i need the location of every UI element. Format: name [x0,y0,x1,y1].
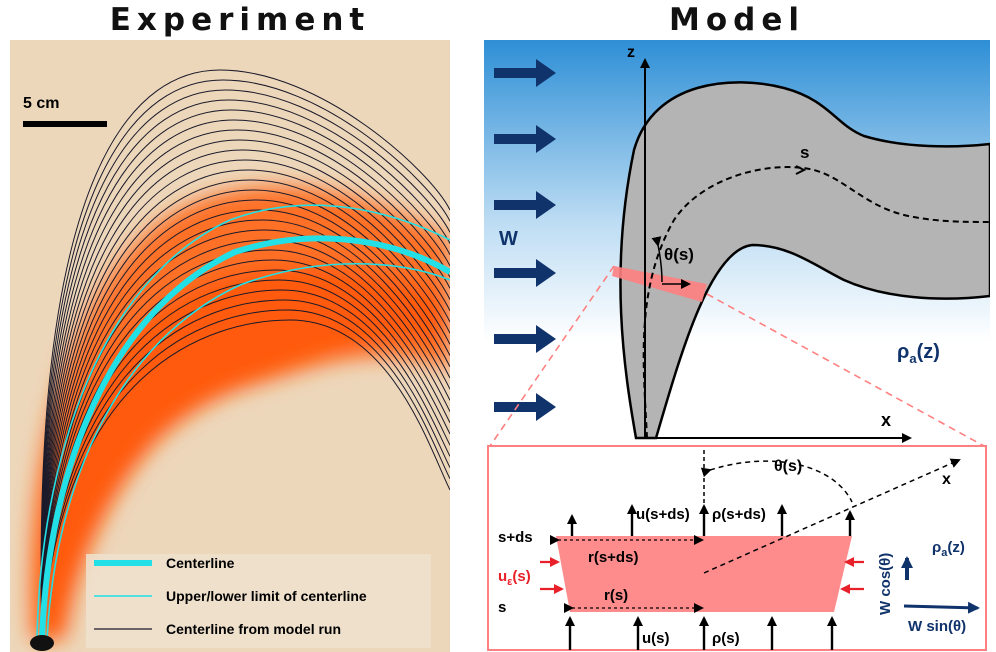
scale-bar-label: 5 cm [23,95,59,112]
centerline-upper-limit [36,204,450,641]
x-axis-label: x [881,410,891,430]
entrainment-arrows [540,557,864,594]
wind-arrow-icon [494,125,556,153]
model-run-line [41,239,450,641]
label-r-top: r(s+ds) [588,549,638,566]
model-run-line [41,109,450,641]
model-run-line [41,229,450,641]
model-run-line [41,199,450,641]
zoom-line-right [706,293,985,447]
model-run-line [41,309,450,641]
model-run-line [41,219,450,641]
theta-arc [651,236,663,283]
wind-sin-label: W sin(θ) [908,618,966,635]
wind-label: W [499,228,518,250]
flux-arrows-top [567,504,855,536]
label-rho-top: ρ(s+ds) [712,506,766,523]
model-run-line [41,189,450,641]
detail-x-axis [703,458,961,574]
wind-arrow-icon [494,259,556,287]
experiment-title: Experiment [109,2,371,38]
centerline-lower-limit [46,263,450,641]
detail-theta-label: θ(s) [774,458,802,475]
legend-label-limits: Upper/lower limit of centerline [166,588,367,604]
theta-label: θ(s) [664,245,694,264]
model-run-line [41,129,450,641]
model-run-line [41,149,450,641]
model-run-line [40,79,450,641]
arc-length-label: s [800,143,809,162]
model-run-line [41,209,450,641]
zoom-line-left [489,265,615,447]
z-axis-label: z [627,44,635,61]
plume-body [619,81,990,440]
detail-ambient-density-label: ρa(z) [932,539,965,559]
legend-box [86,554,431,648]
label-r-bottom: r(s) [604,587,628,604]
wind-arrow-icon [494,393,556,421]
wind-cos-label: W cos(θ) [877,553,894,615]
model-run-line [41,299,450,641]
model-slice [612,266,707,302]
centerline [39,235,450,641]
model-run-centerlines [40,69,450,641]
model-run-line [41,99,450,641]
model-run-line [40,69,450,641]
label-s: s [498,599,506,616]
wind-arrow-icon [494,325,556,353]
label-u-bottom: u(s) [642,630,670,647]
wind-arrow-icon [494,191,556,219]
source-nozzle [30,635,54,651]
detail-x-label: x [942,471,951,488]
model-run-line [40,89,450,641]
detail-element [556,536,852,612]
wind-arrows [494,59,556,421]
experiment-panel: 5 cm Centerline Upper/lower limit of cen… [10,40,450,652]
legend-label-model-runs: Centerline from model run [166,621,341,637]
model-run-line [41,159,450,641]
flux-arrows-bottom [565,616,837,650]
entrainment-label: uε(s) [498,568,531,588]
legend-label-centerline: Centerline [166,555,235,571]
label-u-top: u(s+ds) [636,506,690,523]
ambient-density-label: ρa(z) [897,341,940,366]
wind-sin-arrow [903,601,980,614]
model-run-line [41,259,450,641]
label-rho-bottom: ρ(s) [712,630,740,647]
centerline-direction-arrow [795,165,807,175]
label-s-plus-ds: s+ds [498,529,533,546]
model-run-line [41,179,450,641]
model-title: Model [669,2,805,38]
model-centerline [642,166,990,439]
wind-arrow-icon [494,59,556,87]
model-panel: W s θ(s) z x ρa(z) θ(s) x [484,40,990,651]
scale-bar [23,121,107,127]
model-run-line [41,119,450,641]
